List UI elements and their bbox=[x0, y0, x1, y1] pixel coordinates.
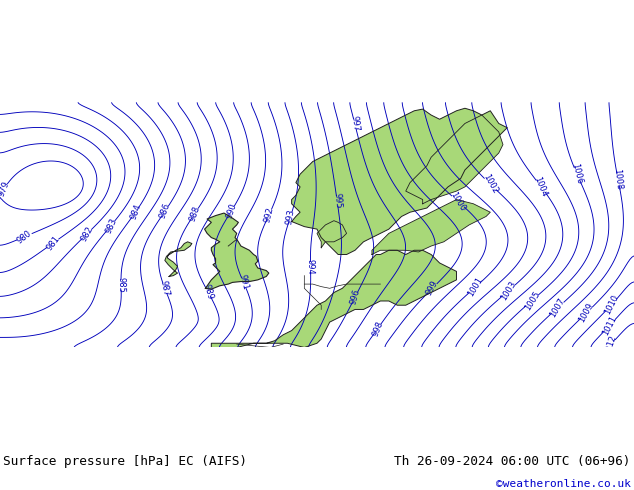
Polygon shape bbox=[205, 213, 269, 289]
Text: 1008: 1008 bbox=[612, 169, 624, 191]
Text: 995: 995 bbox=[332, 193, 342, 209]
Text: 988: 988 bbox=[188, 204, 202, 222]
Polygon shape bbox=[372, 199, 490, 254]
Polygon shape bbox=[292, 108, 507, 254]
Text: 983: 983 bbox=[104, 216, 119, 235]
Text: ©weatheronline.co.uk: ©weatheronline.co.uk bbox=[496, 479, 631, 489]
Text: 1012: 1012 bbox=[603, 334, 618, 357]
Text: Surface pressure [hPa] EC (AIFS): Surface pressure [hPa] EC (AIFS) bbox=[3, 455, 247, 468]
Text: 987: 987 bbox=[158, 279, 171, 297]
Text: 1006: 1006 bbox=[570, 163, 584, 185]
Text: 980: 980 bbox=[16, 228, 34, 245]
Polygon shape bbox=[165, 242, 192, 276]
Text: 993: 993 bbox=[285, 208, 296, 225]
Text: 986: 986 bbox=[158, 202, 172, 220]
Text: 1000: 1000 bbox=[449, 190, 467, 213]
Text: 992: 992 bbox=[263, 205, 276, 223]
Text: 1005: 1005 bbox=[523, 289, 541, 312]
Text: 1001: 1001 bbox=[466, 276, 485, 298]
Text: 996: 996 bbox=[349, 288, 361, 306]
Text: 997: 997 bbox=[349, 115, 360, 132]
Polygon shape bbox=[317, 220, 347, 248]
Text: 994: 994 bbox=[306, 259, 315, 275]
Text: 998: 998 bbox=[371, 319, 385, 338]
Text: 985: 985 bbox=[117, 277, 126, 293]
Text: 989: 989 bbox=[201, 283, 214, 300]
Text: 979: 979 bbox=[0, 179, 11, 197]
Polygon shape bbox=[211, 250, 456, 347]
Text: 991: 991 bbox=[237, 274, 250, 291]
Text: 1011: 1011 bbox=[601, 314, 619, 337]
Text: 990: 990 bbox=[224, 202, 238, 220]
Text: 1007: 1007 bbox=[548, 296, 567, 319]
Text: 1002: 1002 bbox=[481, 172, 499, 196]
Text: 982: 982 bbox=[79, 225, 94, 243]
Text: 981: 981 bbox=[44, 234, 61, 252]
Text: 1003: 1003 bbox=[500, 279, 519, 302]
Text: 1009: 1009 bbox=[578, 301, 595, 324]
Polygon shape bbox=[406, 115, 503, 204]
Text: 1010: 1010 bbox=[602, 294, 620, 317]
Text: 984: 984 bbox=[129, 203, 143, 221]
Text: 1004: 1004 bbox=[533, 175, 549, 197]
Text: Th 26-09-2024 06:00 UTC (06+96): Th 26-09-2024 06:00 UTC (06+96) bbox=[394, 455, 631, 468]
Text: 999: 999 bbox=[425, 279, 440, 297]
